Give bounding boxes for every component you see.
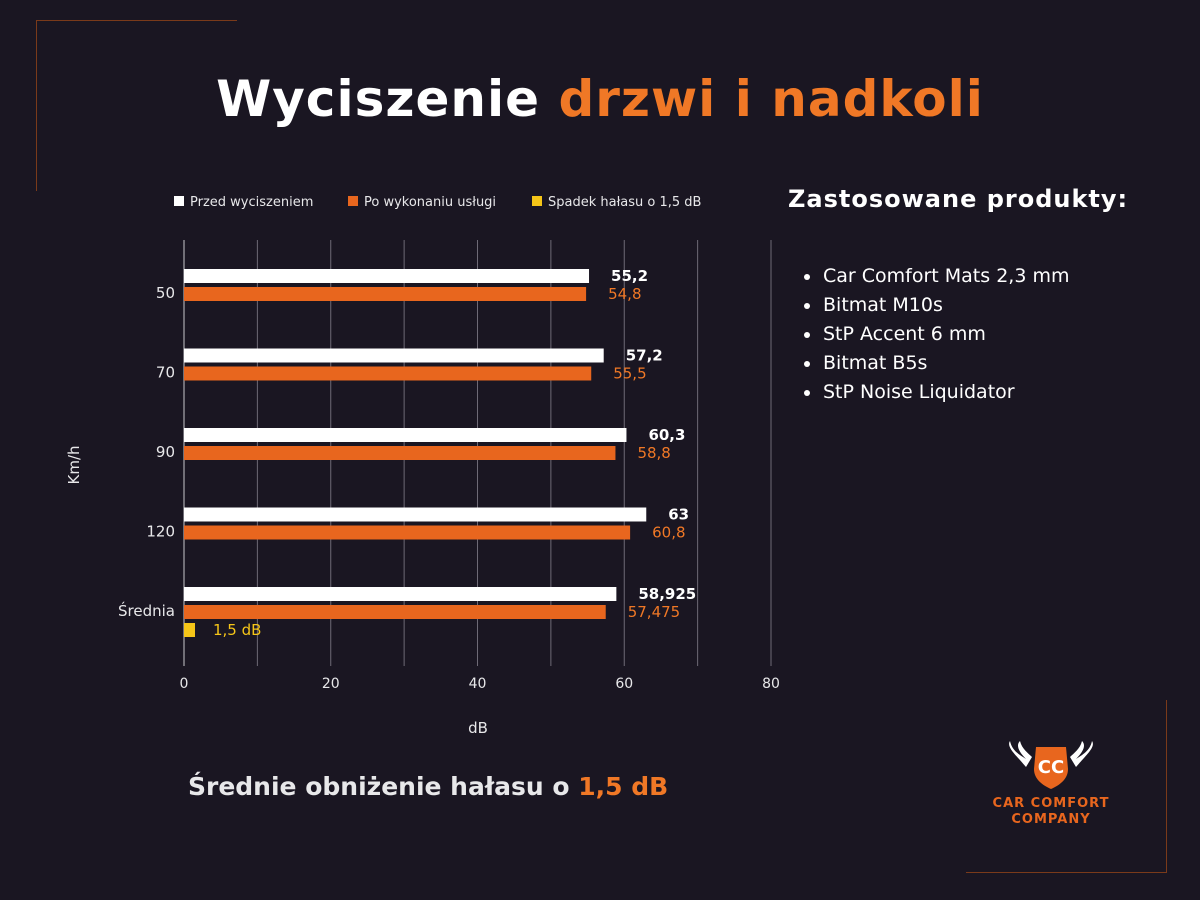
summary-text: Średnie obniżenie hałasu o 1,5 dB: [188, 772, 668, 801]
data-label: 1,5 dB: [213, 621, 261, 639]
products-title: Zastosowane produkty:: [788, 185, 1129, 213]
legend-label: Przed wyciszeniem: [190, 195, 313, 210]
decorative-frame-top-left: [36, 20, 237, 191]
x-tick-label: 60: [615, 676, 633, 692]
legend-swatch: [174, 196, 184, 206]
bar: [184, 428, 627, 442]
decorative-frame-bottom-right: [966, 700, 1167, 873]
legend-swatch: [348, 196, 358, 206]
bar: [184, 446, 616, 460]
bar: [184, 623, 196, 637]
bar: [184, 605, 606, 619]
x-tick-label: 80: [762, 676, 780, 692]
bar: [184, 366, 592, 381]
category-label: 50: [156, 284, 175, 302]
data-label: 54,8: [608, 285, 641, 303]
x-tick-labels: 0 20 40 60 80: [180, 676, 780, 692]
title-main: Wyciszenie: [216, 70, 541, 128]
data-label: 60,3: [648, 426, 685, 444]
data-label: 55,5: [613, 365, 646, 383]
category-labels: 50 70 90 120 Średnia: [118, 284, 175, 620]
bar: [184, 269, 590, 283]
data-label: 60,8: [652, 524, 685, 542]
x-tick-label: 0: [180, 676, 189, 692]
legend-label: Po wykonaniu usługi: [364, 195, 496, 210]
category-label: 120: [146, 523, 175, 541]
title-accent: drzwi i nadkoli: [558, 70, 984, 128]
data-label: 57,2: [626, 347, 663, 365]
legend-swatch: [532, 196, 542, 206]
product-item: Bitmat M10s: [800, 291, 1069, 320]
data-label: 55,2: [611, 267, 648, 285]
x-tick-label: 20: [322, 676, 340, 692]
data-label: 57,475: [628, 603, 681, 621]
logo-initials: CC: [1038, 757, 1064, 778]
x-axis-label: dB: [468, 719, 488, 737]
bar: [184, 525, 631, 540]
data-label: 63: [668, 506, 689, 524]
x-tick-label: 40: [469, 676, 487, 692]
product-item: StP Accent 6 mm: [800, 320, 1069, 349]
company-logo: CC CAR COMFORT COMPANY: [993, 741, 1110, 827]
shield-icon: [1034, 747, 1068, 789]
products-list: Car Comfort Mats 2,3 mm Bitmat M10s StP …: [800, 262, 1069, 407]
product-item: Car Comfort Mats 2,3 mm: [800, 262, 1069, 291]
bar: [184, 287, 587, 301]
data-label: 58,8: [637, 444, 670, 462]
bar: [184, 348, 604, 363]
bar: [184, 507, 647, 522]
summary-label: Średnie obniżenie hałasu o: [188, 772, 570, 801]
data-label: 58,925: [638, 585, 696, 603]
chart-legend: Przed wyciszeniem Po wykonaniu usługi Spad…: [174, 195, 701, 210]
wings-icon: [1009, 741, 1093, 767]
logo-line1: CAR COMFORT: [993, 796, 1110, 811]
category-label: 90: [156, 443, 175, 461]
category-label: 70: [156, 364, 175, 382]
product-item: Bitmat B5s: [800, 349, 1069, 378]
bar: [184, 587, 617, 601]
logo-line2: COMPANY: [1011, 812, 1090, 827]
product-item: StP Noise Liquidator: [800, 378, 1069, 407]
category-label: Średnia: [118, 601, 175, 620]
bar-chart: Przed wyciszeniem Po wykonaniu usługi Spad…: [65, 195, 780, 737]
y-axis-label: Km/h: [65, 445, 83, 484]
legend-label: Spadek hałasu o 1,5 dB: [548, 195, 701, 210]
summary-value: 1,5 dB: [578, 772, 669, 801]
page-title: Wyciszenie drzwi i nadkoli: [0, 70, 1200, 128]
